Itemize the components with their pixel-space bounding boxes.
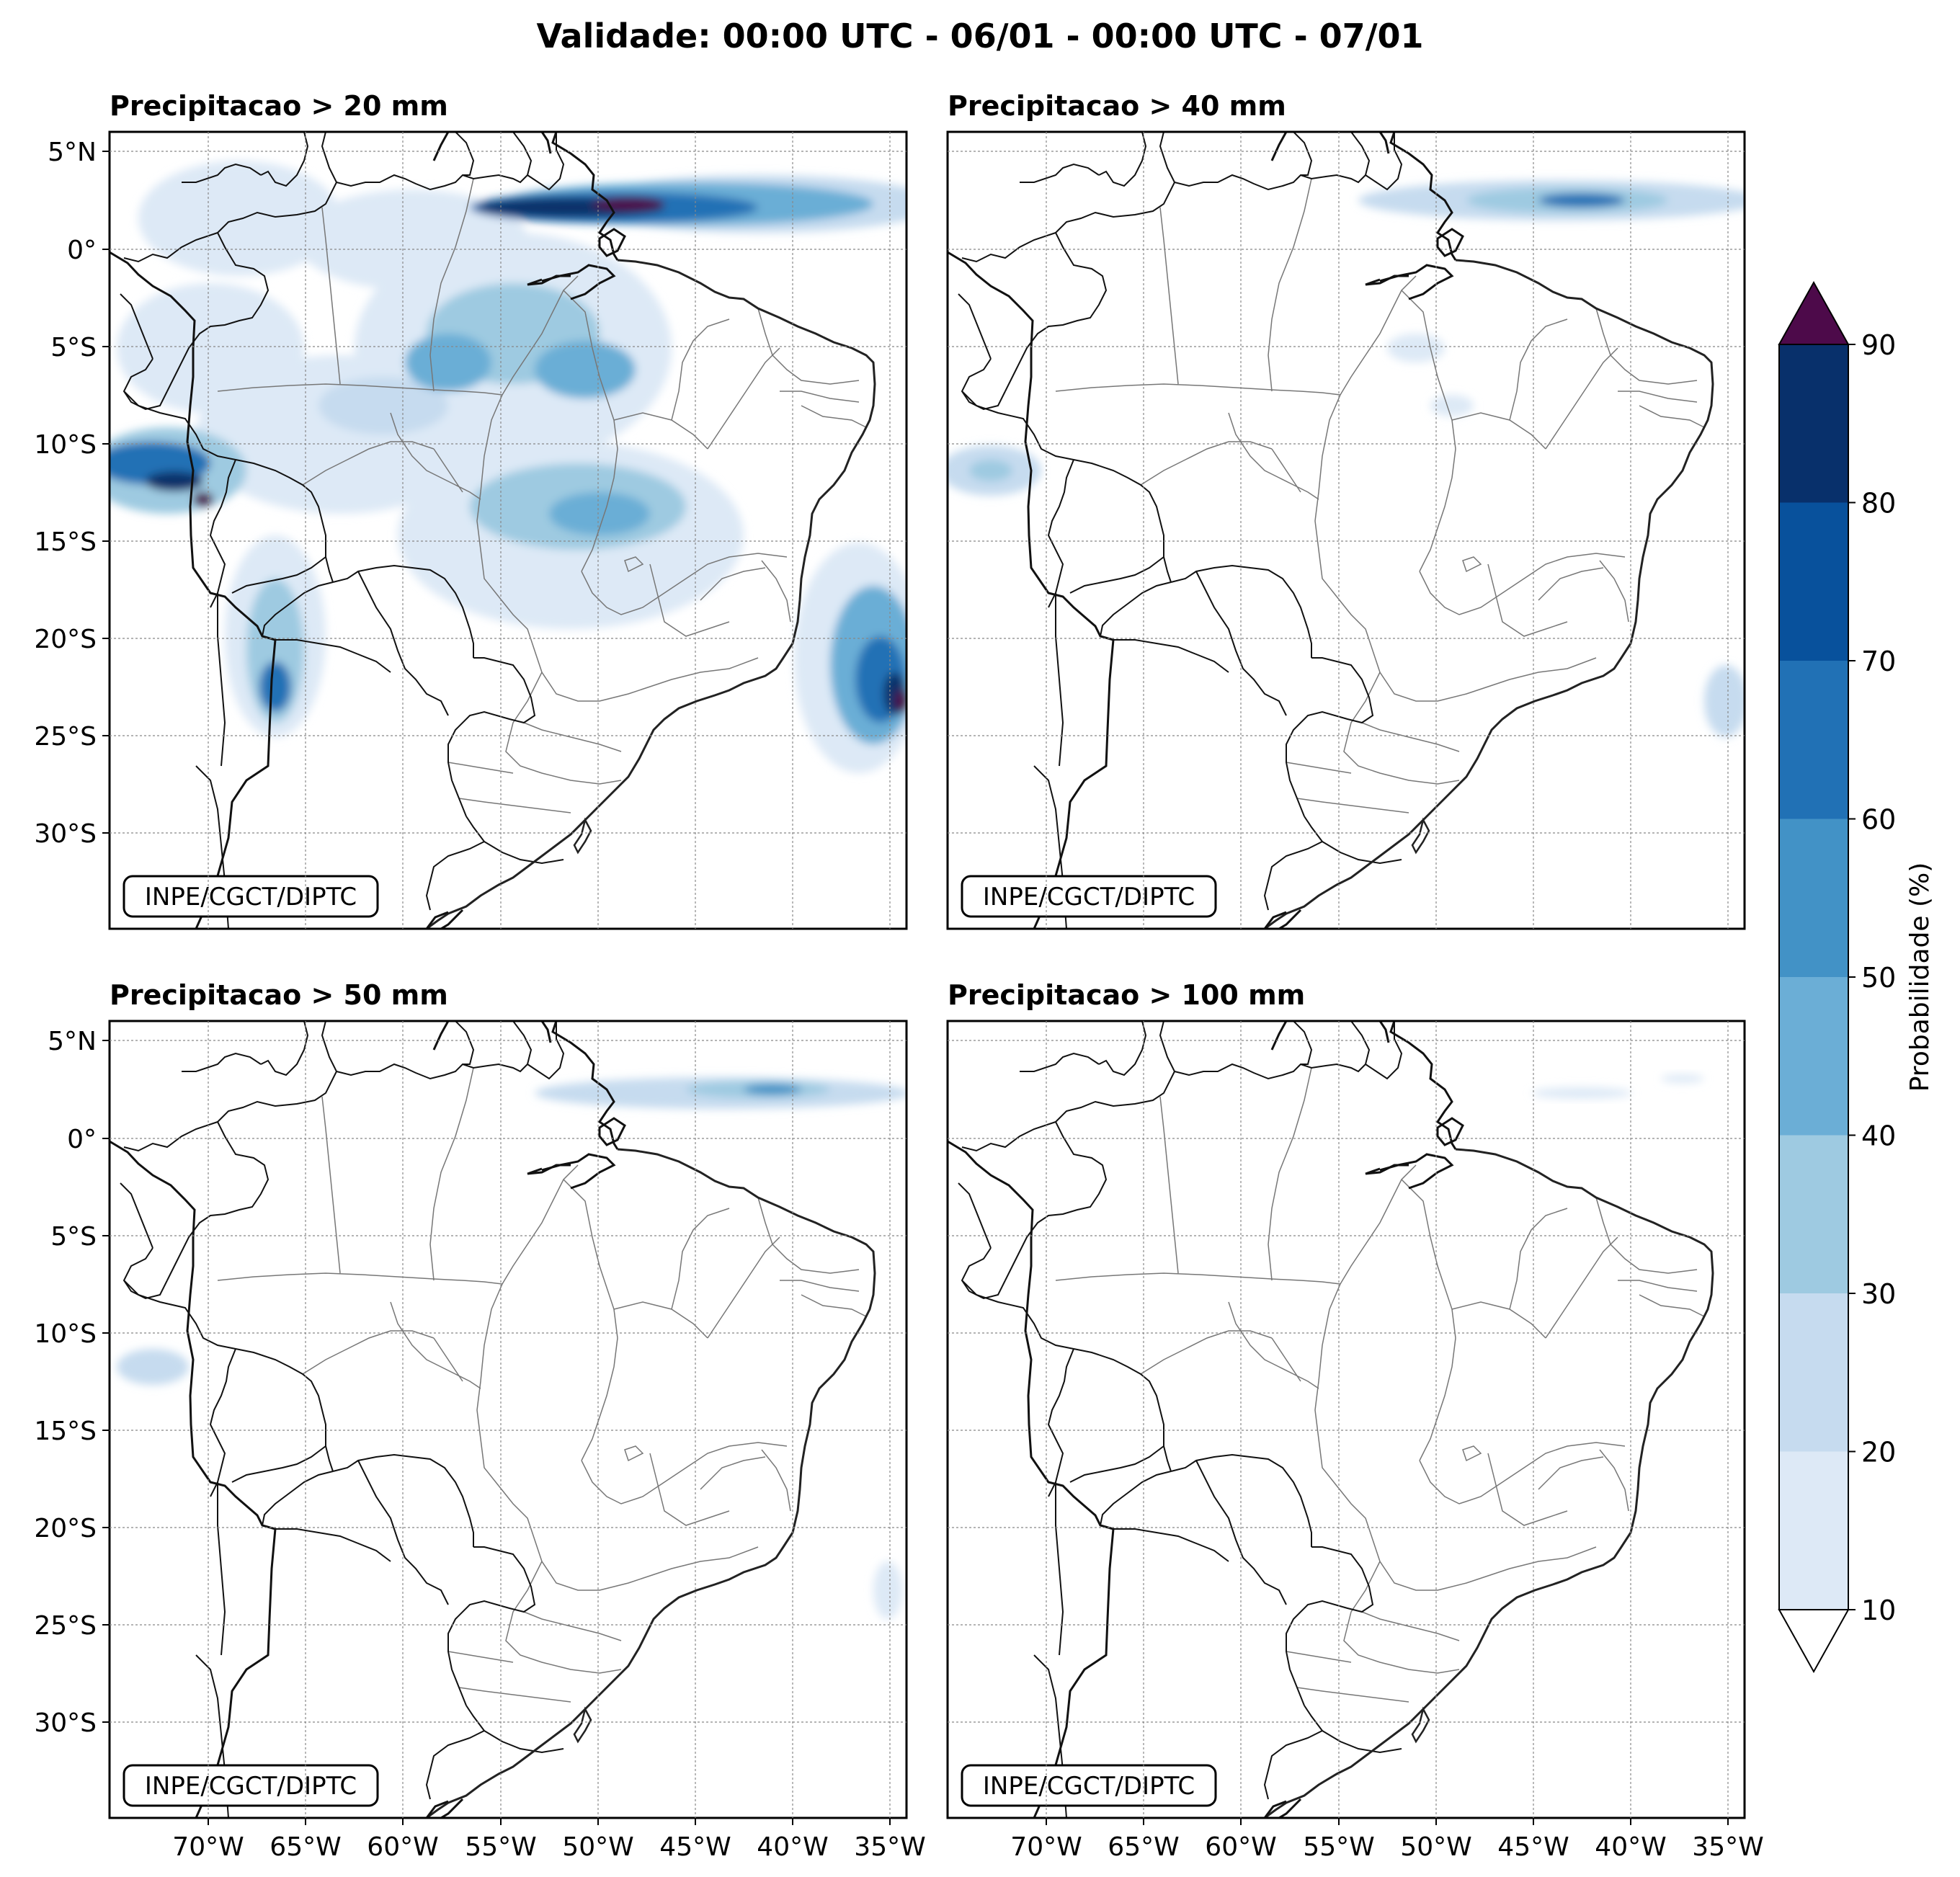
panel-precip-40mm: Precipitacao > 40 mm INPE/CGCT/DIPTC xyxy=(946,90,1746,930)
panel-title: Precipitacao > 40 mm xyxy=(948,90,1286,122)
lat-tick-label: 5°N xyxy=(48,138,97,167)
lon-tick-label: 70°W xyxy=(172,1832,244,1862)
lat-tick-label: 30°S xyxy=(34,1708,97,1738)
panel-title: Precipitacao > 100 mm xyxy=(948,979,1305,1011)
gridlines xyxy=(110,132,1745,1818)
lon-tick-label: 45°W xyxy=(659,1832,731,1862)
credit-label: INPE/CGCT/DIPTC xyxy=(145,883,357,911)
colorbar-tick-label: 50 xyxy=(1861,962,1896,994)
lon-tick-label: 70°W xyxy=(1010,1832,1082,1862)
panel-precip-100mm: Precipitacao > 100 mm INPE/CGCT/DIPTC xyxy=(946,979,1746,1819)
credit-box xyxy=(122,1764,379,1807)
colorbar: 10 20 30 40 50 60 70 80 90 Probabilidade (%) xyxy=(1778,280,1935,1674)
lat-tick-label: 0° xyxy=(67,236,97,265)
colorbar-tick-label: 90 xyxy=(1861,329,1896,361)
panel-title: Precipitacao > 50 mm xyxy=(110,979,448,1011)
lat-tick-label: 20°S xyxy=(34,1514,97,1543)
lat-tick-label: 30°S xyxy=(34,819,97,849)
colorbar-segment xyxy=(1779,1135,1848,1293)
lat-tick-label: 5°S xyxy=(50,1222,97,1252)
lon-tick-label: 35°W xyxy=(854,1832,925,1862)
lat-tick-label: 15°S xyxy=(34,527,97,557)
lon-tick-label: 50°W xyxy=(562,1832,633,1862)
lon-tick-label: 60°W xyxy=(367,1832,438,1862)
credit-box xyxy=(961,875,1217,918)
lon-tick-label: 40°W xyxy=(1595,1832,1666,1862)
probability-field xyxy=(117,1077,906,1619)
lat-tick-label: 0° xyxy=(67,1125,97,1154)
credit-box xyxy=(122,875,379,918)
colorbar-tick-label: 70 xyxy=(1861,646,1896,677)
panel-precip-20mm: Precipitacao > 20 mm xyxy=(108,90,908,930)
lon-tick-label: 65°W xyxy=(1108,1832,1179,1862)
lon-tick-label: 65°W xyxy=(270,1832,341,1862)
lon-tick-label: 40°W xyxy=(757,1832,828,1862)
probability-field xyxy=(948,180,1745,737)
colorbar-segment xyxy=(1779,661,1848,819)
colorbar-tick-label: 60 xyxy=(1861,804,1896,836)
colorbar-segment xyxy=(1779,502,1848,661)
colorbar-over-arrow xyxy=(1778,280,1850,345)
credit-box xyxy=(961,1764,1217,1807)
colorbar-label: Probabilidade (%) xyxy=(1905,862,1935,1092)
colorbar-tick-label: 30 xyxy=(1861,1278,1896,1310)
colorbar-segment xyxy=(1779,1451,1848,1610)
lon-tick-label: 35°W xyxy=(1692,1832,1763,1862)
lon-tick-label: 55°W xyxy=(1303,1832,1374,1862)
lon-tick-label: 50°W xyxy=(1400,1832,1471,1862)
lon-tick-label: 55°W xyxy=(465,1832,536,1862)
credit-label: INPE/CGCT/DIPTC xyxy=(983,1772,1195,1801)
probability-field xyxy=(1531,1074,1704,1099)
lat-tick-label: 10°S xyxy=(34,430,97,460)
lat-tick-label: 5°S xyxy=(50,333,97,362)
panel-title: Precipitacao > 20 mm xyxy=(110,90,448,122)
lat-tick-label: 10°S xyxy=(34,1319,97,1349)
colorbar-segment xyxy=(1779,819,1848,977)
lat-tick-label: 20°S xyxy=(34,625,97,654)
figure-title: Validade: 00:00 UTC - 06/01 - 00:00 UTC … xyxy=(536,17,1423,55)
colorbar-tick-label: 10 xyxy=(1861,1595,1896,1626)
lat-tick-label: 25°S xyxy=(34,1611,97,1641)
credit-label: INPE/CGCT/DIPTC xyxy=(983,883,1195,911)
lat-tick-label: 25°S xyxy=(34,722,97,752)
colorbar-tick-label: 40 xyxy=(1861,1120,1896,1152)
colorbar-tick-label: 20 xyxy=(1861,1437,1896,1468)
lat-tick-label: 5°N xyxy=(48,1027,97,1056)
colorbar-segment xyxy=(1779,344,1848,503)
colorbar-segment xyxy=(1779,1293,1848,1452)
colorbar-tick-label: 80 xyxy=(1861,488,1896,520)
axis-ticks: 5°N 0° 5°S 10°S 15°S 20°S 25°S 30°S 5°N 0° 5°S 10°S… xyxy=(34,138,1763,1862)
lat-tick-label: 15°S xyxy=(34,1417,97,1446)
colorbar-under-arrow xyxy=(1778,1609,1850,1674)
panel-precip-50mm: Precipitacao > 50 mm INPE/CGCT/DIPTC xyxy=(108,979,908,1819)
lon-tick-label: 45°W xyxy=(1497,1832,1569,1862)
credit-label: INPE/CGCT/DIPTC xyxy=(145,1772,357,1801)
lon-tick-label: 60°W xyxy=(1205,1832,1276,1862)
colorbar-segment xyxy=(1779,977,1848,1136)
